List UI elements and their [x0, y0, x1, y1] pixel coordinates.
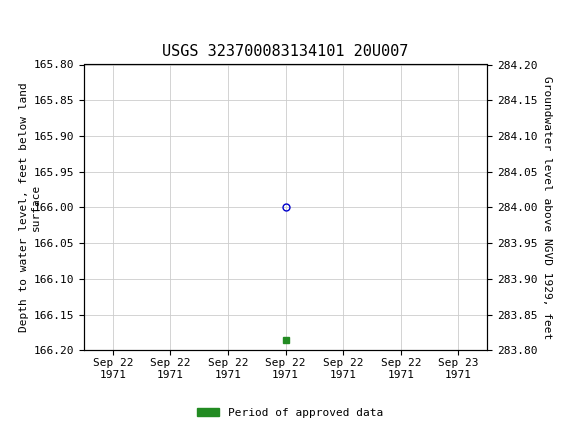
Y-axis label: Depth to water level, feet below land
surface: Depth to water level, feet below land su…	[19, 83, 41, 332]
Title: USGS 323700083134101 20U007: USGS 323700083134101 20U007	[162, 44, 409, 59]
Legend: Period of approved data: Period of approved data	[193, 403, 387, 422]
Y-axis label: Groundwater level above NGVD 1929, feet: Groundwater level above NGVD 1929, feet	[542, 76, 552, 339]
Text: ▒USGS: ▒USGS	[10, 11, 56, 28]
